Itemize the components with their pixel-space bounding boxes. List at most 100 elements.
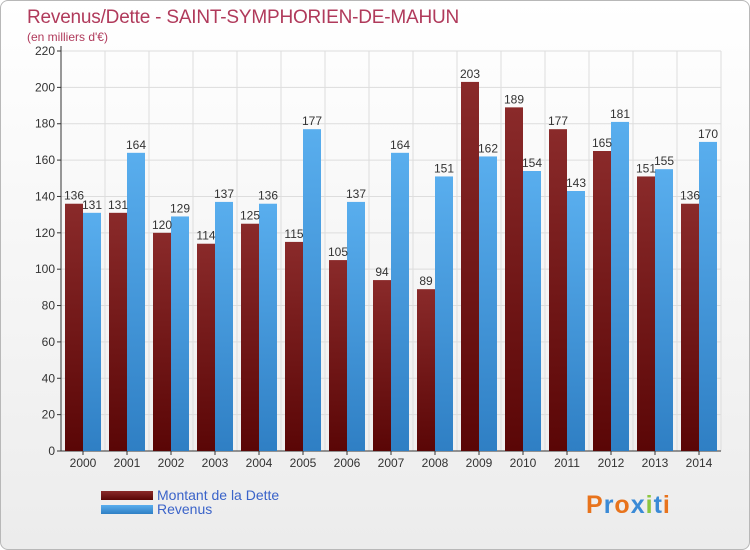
x-tick-label: 2008: [422, 456, 449, 470]
y-tick-label: 100: [35, 262, 55, 276]
y-tick-label: 180: [35, 117, 55, 131]
x-tick-label: 2010: [510, 456, 537, 470]
bar-dette: [109, 212, 127, 451]
data-label: 164: [126, 138, 146, 152]
x-tick-label: 2013: [642, 456, 669, 470]
x-tick-label: 2004: [246, 456, 273, 470]
x-tick-label: 2001: [114, 456, 141, 470]
bar-revenus: [391, 152, 409, 451]
bar-revenus: [435, 176, 453, 452]
data-label: 170: [698, 127, 718, 141]
data-label: 115: [284, 227, 303, 241]
proxiti-logo: Proxiti: [586, 491, 671, 520]
legend-item-dette: Montant de la Dette: [101, 487, 279, 503]
data-labels: 1361311201141251151059489203189177165151…: [64, 67, 718, 288]
data-label: 89: [419, 274, 433, 288]
data-label: 125: [240, 209, 260, 223]
bar-dette: [549, 129, 567, 451]
data-label: 189: [504, 92, 524, 106]
legend-label-dette: Montant de la Dette: [157, 487, 280, 503]
y-tick-label: 160: [35, 153, 55, 167]
data-label: 151: [434, 161, 454, 175]
bar-revenus: [127, 152, 145, 451]
y-tick-label: 20: [42, 408, 56, 422]
y-tick-label: 220: [35, 44, 55, 58]
x-tick-label: 2014: [686, 456, 713, 470]
bars: [65, 81, 717, 452]
data-label: 137: [214, 187, 234, 201]
bar-revenus: [303, 129, 321, 451]
x-tick-label: 2007: [378, 456, 405, 470]
data-label: 136: [64, 189, 84, 203]
x-tick-label: 2002: [158, 456, 185, 470]
data-label: 162: [478, 141, 498, 155]
bar-revenus: [347, 201, 365, 451]
logo-letter: o: [614, 491, 631, 519]
data-label: 165: [592, 136, 612, 150]
data-label: 136: [258, 189, 278, 203]
x-tick-label: 2009: [466, 456, 493, 470]
data-label: 136: [680, 189, 700, 203]
bar-dette: [329, 260, 347, 451]
data-label: 177: [302, 114, 322, 128]
bar-revenus: [171, 216, 189, 451]
x-tick-label: 2003: [202, 456, 229, 470]
bar-revenus: [83, 212, 101, 451]
axes: 0 20 40 60 80 100 120 140 160 180 200 220 2000 2001 20…: [35, 44, 721, 470]
data-label: 143: [566, 176, 586, 190]
data-label: 105: [328, 245, 348, 259]
data-label: 181: [610, 107, 630, 121]
bar-dette: [637, 176, 655, 452]
data-label: 177: [548, 114, 568, 128]
chart-subtitle: (en milliers d'€): [27, 30, 108, 44]
bar-revenus: [699, 141, 717, 451]
bar-dette: [593, 151, 611, 451]
bar-revenus: [259, 203, 277, 451]
bar-dette: [153, 232, 171, 451]
x-tick-label: 2011: [554, 456, 580, 470]
y-tick-label: 140: [35, 189, 55, 203]
logo-letter: P: [586, 491, 604, 519]
bar-revenus: [611, 121, 629, 451]
y-tick-label: 60: [42, 335, 56, 349]
chart-title: Revenus/Dette - SAINT-SYMPHORIEN-DE-MAHU…: [27, 7, 460, 28]
legend-item-revenus: Revenus: [101, 501, 212, 517]
data-label: 203: [460, 67, 480, 81]
data-label: 114: [196, 229, 215, 243]
bar-revenus: [479, 156, 497, 452]
y-tick-label: 40: [42, 371, 56, 385]
bar-revenus: [523, 171, 541, 451]
x-tick-label: 2012: [598, 456, 625, 470]
bar-dette: [241, 223, 259, 451]
data-label: 137: [346, 187, 366, 201]
legend-swatch-dette: [101, 490, 153, 500]
bar-dette: [373, 280, 391, 451]
x-tick-label: 2006: [334, 456, 361, 470]
data-label: 129: [170, 201, 190, 215]
bar-revenus: [655, 169, 673, 451]
bar-dette: [65, 203, 83, 451]
logo-letter: r: [603, 491, 615, 519]
legend-swatch-revenus: [101, 504, 153, 514]
bar-dette: [197, 243, 215, 451]
logo-letter: x: [630, 491, 646, 519]
data-label: 151: [636, 161, 656, 175]
logo-letter: t: [653, 491, 663, 519]
bar-dette: [681, 203, 699, 451]
data-label: 131: [108, 198, 128, 212]
bar-revenus: [215, 201, 233, 451]
y-tick-label: 120: [35, 226, 55, 240]
data-label: 131: [82, 198, 102, 212]
data-label: 94: [375, 265, 389, 279]
data-label: 154: [522, 156, 542, 170]
x-tick-label: 2005: [290, 456, 317, 470]
data-label: 164: [390, 138, 410, 152]
bar-revenus: [567, 191, 585, 451]
bar-dette: [461, 81, 479, 451]
data-label: 120: [152, 218, 172, 232]
bar-dette: [505, 107, 523, 451]
y-tick-label: 80: [42, 299, 56, 313]
y-tick-label: 0: [48, 444, 55, 458]
